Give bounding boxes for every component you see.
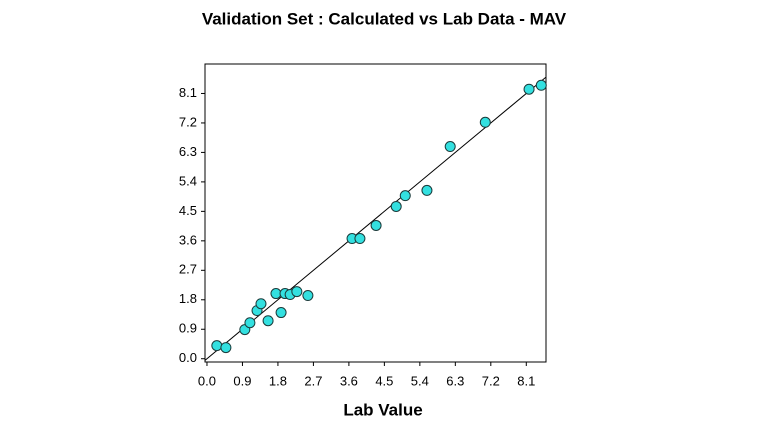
y-tick-label: 1.8 xyxy=(179,291,197,306)
x-tick-label: 3.6 xyxy=(340,373,358,388)
y-tick-label: 2.7 xyxy=(179,262,197,277)
point xyxy=(421,184,433,196)
x-tick-label: 0.9 xyxy=(233,373,251,388)
y-tick-label: 4.5 xyxy=(179,203,197,218)
x-axis-label: Lab Value xyxy=(343,400,422,419)
y-tick-label: 0.0 xyxy=(179,350,197,365)
point xyxy=(220,342,232,354)
x-tick-label: 6.3 xyxy=(446,373,464,388)
x-tick-label: 5.4 xyxy=(411,373,429,388)
y-tick-label: 3.6 xyxy=(179,232,197,247)
point xyxy=(444,141,456,153)
y-tick-label: 7.2 xyxy=(179,114,197,129)
y-tick-label: 5.4 xyxy=(179,173,197,188)
point xyxy=(399,190,411,202)
point xyxy=(302,290,314,302)
point xyxy=(211,340,223,352)
x-tick-label: 1.8 xyxy=(269,373,287,388)
plot-frame xyxy=(204,63,547,363)
x-tick-label: 0.0 xyxy=(198,373,216,388)
point xyxy=(535,79,547,91)
point xyxy=(479,116,491,128)
point xyxy=(523,83,535,95)
point xyxy=(275,307,287,319)
y-tick-label: 6.3 xyxy=(179,144,197,159)
point xyxy=(244,317,256,329)
x-tick-label: 2.7 xyxy=(304,373,322,388)
y-tick-label: 8.1 xyxy=(179,85,197,100)
x-tick-label: 7.2 xyxy=(482,373,500,388)
point xyxy=(255,298,267,310)
x-tick-label: 4.5 xyxy=(375,373,393,388)
chart-title: Validation Set : Calculated vs Lab Data … xyxy=(202,9,567,28)
point xyxy=(354,233,366,245)
x-tick-label: 8.1 xyxy=(517,373,535,388)
point xyxy=(390,200,402,212)
point xyxy=(270,288,282,300)
y-tick-label: 0.9 xyxy=(179,321,197,336)
point xyxy=(291,286,303,298)
point xyxy=(262,315,274,327)
point xyxy=(370,219,382,231)
